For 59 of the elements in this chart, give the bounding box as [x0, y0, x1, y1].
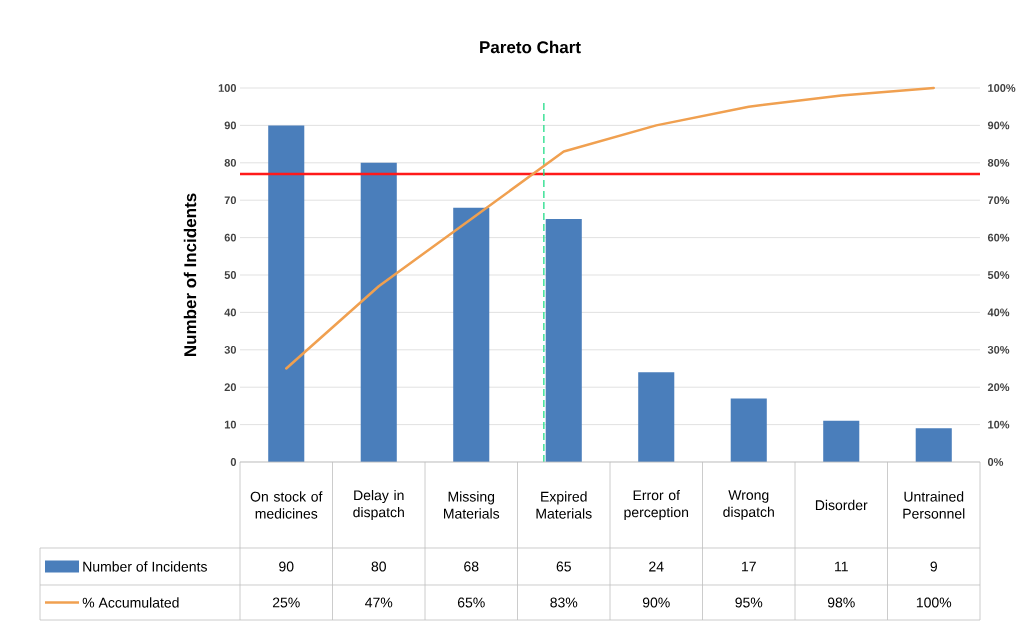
legend-label: Number of Incidents: [83, 561, 207, 572]
data-label: 83%: [550, 597, 578, 608]
bar: [360, 162, 397, 462]
y-tick-label: 50: [224, 271, 237, 279]
data-label: 9: [930, 561, 937, 572]
y-tick-label: 100: [218, 84, 237, 92]
y-tick-label: 40: [224, 308, 237, 317]
bar: [453, 207, 490, 462]
y-tick-label: 90: [224, 121, 237, 130]
y2-tick-label: 40%: [987, 308, 1010, 317]
y-tick-label: 0: [230, 458, 237, 466]
data-label: 25%: [272, 597, 300, 608]
line-series: [285, 86, 935, 370]
bar: [915, 428, 952, 462]
x-tick-label: Error of perception: [624, 489, 689, 521]
y2-tick-label: 90%: [987, 121, 1010, 130]
data-label: 47%: [365, 597, 393, 608]
x-tick-label: On stock of medicines: [250, 491, 323, 519]
bar: [823, 420, 860, 462]
bar: [545, 218, 582, 462]
data-label: 95%: [735, 597, 763, 608]
y2-tick-label: 50%: [987, 271, 1010, 279]
y2-tick-label: 10%: [988, 420, 1010, 429]
data-label: 80: [371, 561, 386, 572]
x-tick-label: Disorder: [815, 499, 868, 511]
data-label: 100%: [916, 597, 952, 608]
y2-tick-label: 70%: [988, 196, 1010, 205]
data-label: 90%: [642, 597, 670, 608]
y-tick-label: 30: [224, 345, 237, 354]
data-label: 17: [742, 561, 756, 572]
y-tick-label: 10: [224, 420, 237, 429]
y2-tick-label: 60%: [987, 233, 1010, 242]
bar: [638, 372, 675, 462]
data-label: 65: [556, 561, 571, 572]
x-tick-label: Untrained Personnel: [903, 491, 965, 519]
y2-tick-label: 0%: [987, 458, 1004, 466]
data-label: 90: [279, 561, 294, 572]
y2-tick-label: 30%: [987, 345, 1010, 354]
y-tick-label: 20: [224, 383, 237, 392]
y-tick-label: 80: [224, 158, 237, 167]
y2-tick-label: 80%: [987, 158, 1010, 167]
bar: [268, 125, 305, 462]
y2-tick-label: 100%: [988, 84, 1016, 92]
y-tick-label: 60: [224, 233, 237, 242]
x-tick-label: Delay in dispatch: [353, 489, 404, 521]
y2-tick-label: 20%: [987, 383, 1010, 392]
bar: [730, 398, 767, 462]
x-tick-label: Missing Materials: [444, 491, 500, 519]
x-tick-label: Expired Materials: [536, 491, 592, 519]
y-axis-title: Number of Incidents: [183, 193, 197, 357]
data-label: 65%: [457, 597, 485, 608]
data-label: 98%: [827, 597, 855, 608]
data-label: 68: [464, 561, 479, 572]
data-label: 24: [649, 561, 664, 572]
data-label: 11: [835, 561, 848, 572]
legend-label: % Accumulated: [82, 597, 179, 608]
x-tick-label: Wrong dispatch: [723, 490, 774, 520]
chart-title: Pareto Chart: [480, 40, 581, 54]
y-tick-label: 70: [224, 196, 237, 205]
